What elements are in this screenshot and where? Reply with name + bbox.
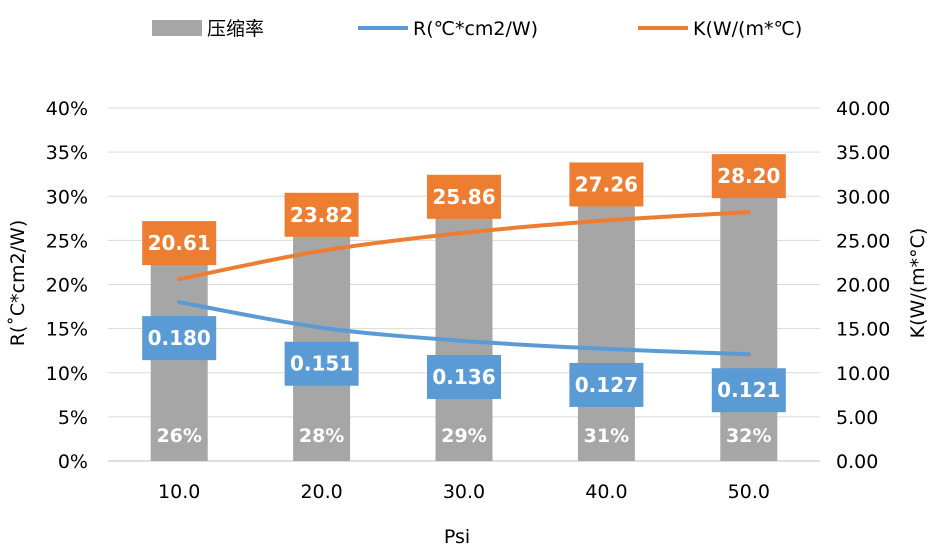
left-tick-label: 30% (46, 186, 88, 208)
r-data-label: 0.180 (148, 326, 211, 350)
right-tick-label: 40.00 (836, 98, 890, 120)
left-tick-label: 40% (46, 98, 88, 120)
legend-bar-swatch (152, 20, 202, 36)
k-data-label: 28.20 (717, 164, 780, 188)
k-label-box (711, 154, 786, 199)
x-tick-label: 50.0 (728, 481, 770, 503)
legend-k-label: K(W/(m*℃) (693, 18, 802, 40)
k-label-box (427, 174, 501, 219)
k-label-box (284, 192, 359, 237)
left-tick-label: 15% (46, 319, 88, 341)
left-tick-label: 35% (46, 142, 88, 164)
bar (577, 187, 635, 462)
k-data-label: 27.26 (575, 172, 638, 196)
x-tick-label: 40.0 (585, 481, 627, 503)
k-data-label: 20.61 (148, 231, 211, 255)
bar (435, 205, 493, 461)
left-tick-label: 0% (58, 451, 88, 473)
left-axis-title: R(˚C*cm2/W) (7, 220, 29, 347)
bar-data-label: 28% (299, 425, 344, 447)
right-tick-label: 0.00 (836, 451, 878, 473)
x-tick-label: 20.0 (300, 481, 342, 503)
bar-data-label: 31% (584, 425, 629, 447)
legend-bar-label: 压缩率 (207, 18, 264, 40)
k-label-box (569, 162, 644, 207)
x-tick-label: 30.0 (443, 481, 485, 503)
left-axis: 0% 5% 10% 15% 20% 25% 30% 35% 40% (46, 98, 88, 473)
bar-data-label: 26% (156, 425, 201, 447)
r-label-box (284, 341, 359, 386)
x-axis: 10.0 20.0 30.0 40.0 50.0 (158, 481, 770, 503)
legend: 压缩率 R(℃*cm2/W) K(W/(m*℃) (152, 18, 802, 40)
x-tick-label: 10.0 (158, 481, 200, 503)
line-series (177, 210, 751, 357)
right-axis-title: K(W/(m*°C) (907, 228, 929, 339)
r-label-box (142, 316, 217, 361)
k-series-line (177, 210, 751, 282)
r-label-box (711, 368, 786, 413)
bar-data-label: 32% (726, 425, 771, 447)
bar (720, 178, 778, 461)
right-tick-label: 20.00 (836, 275, 890, 297)
bar-data-label: 29% (441, 425, 486, 447)
r-data-label: 0.136 (432, 365, 495, 389)
left-tick-label: 10% (46, 363, 88, 385)
right-tick-label: 5.00 (836, 407, 878, 429)
r-series-line (177, 300, 751, 357)
k-data-label: 25.86 (432, 185, 495, 209)
r-label-box (569, 362, 644, 407)
x-axis-title: Psi (444, 526, 470, 548)
r-data-label: 0.121 (717, 378, 780, 402)
right-tick-label: 25.00 (836, 230, 890, 252)
right-tick-label: 10.00 (836, 363, 890, 385)
bar-series (150, 178, 778, 462)
right-axis: 0.00 5.00 10.00 15.00 20.00 25.00 30.00 35.00 40… (836, 98, 890, 473)
right-tick-label: 35.00 (836, 142, 890, 164)
right-tick-label: 15.00 (836, 319, 890, 341)
k-data-label: 23.82 (290, 203, 353, 227)
k-label-box (142, 221, 217, 266)
r-data-label: 0.127 (575, 373, 638, 397)
left-tick-label: 25% (46, 230, 88, 252)
left-tick-label: 20% (46, 275, 88, 297)
data-labels: 26% 28% 29% 31% 32% 0.180 0.151 0.136 0.127 0.121… (142, 154, 786, 447)
right-tick-label: 30.00 (836, 186, 890, 208)
legend-r-label: R(℃*cm2/W) (413, 18, 538, 40)
r-label-box (427, 354, 501, 399)
r-data-label: 0.151 (290, 352, 353, 376)
left-tick-label: 5% (58, 407, 88, 429)
